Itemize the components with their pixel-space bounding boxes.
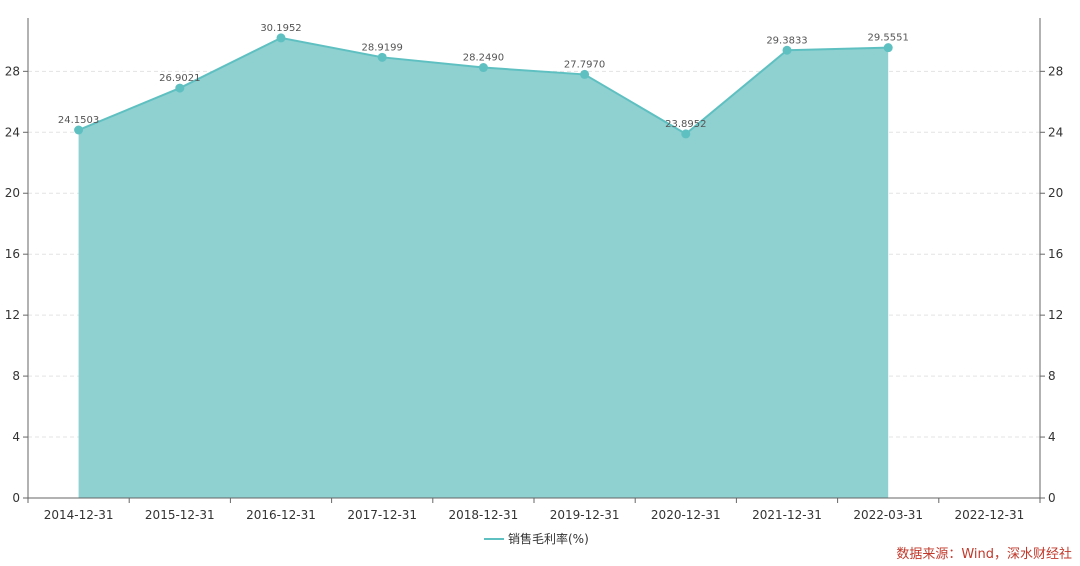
data-point	[580, 69, 590, 79]
x-tick-label: 2020-12-31	[651, 508, 721, 522]
y-tick-label-right: 0	[1048, 491, 1056, 505]
y-tick-label-left: 12	[5, 308, 20, 322]
data-source-note: 数据来源：Wind，深水财经社	[896, 547, 1072, 562]
data-labels: 24.1503 26.9021 30.1952 28.9199 28.2490 27.79…	[58, 23, 909, 130]
series-area	[78, 36, 889, 499]
x-tick-label: 2021-12-31	[752, 508, 822, 522]
data-label: 24.1503	[58, 115, 99, 126]
legend[interactable]: 销售毛利率(%)	[484, 531, 589, 546]
y-tick-label-right: 8	[1048, 369, 1056, 383]
data-label: 30.1952	[260, 23, 301, 34]
x-tick-label: 2017-12-31	[347, 508, 417, 522]
data-point	[74, 125, 84, 135]
data-point	[782, 45, 792, 55]
data-point	[478, 63, 488, 73]
y-tick-label-left: 8	[12, 369, 20, 383]
y-tick-label-right: 12	[1048, 308, 1063, 322]
data-label: 29.3833	[766, 35, 807, 46]
data-label: 27.7970	[564, 59, 605, 70]
data-point	[883, 43, 893, 53]
y-tick-label-left: 20	[5, 186, 20, 200]
y-tick-label-left: 24	[5, 125, 20, 139]
data-label: 29.5551	[868, 33, 909, 44]
x-tick-label: 2019-12-31	[550, 508, 620, 522]
y-tick-label-right: 20	[1048, 186, 1063, 200]
area-fill	[78, 37, 889, 499]
y-tick-label-right: 28	[1048, 64, 1063, 78]
x-tick-label: 2022-03-31	[853, 508, 923, 522]
data-label: 28.2490	[463, 53, 504, 64]
axes: 0 0 4 4 8 8 12 12 16 16 20 20 24 24 28 28 2014-12-31 2015…	[5, 18, 1063, 522]
y-tick-label-right: 24	[1048, 125, 1063, 139]
series-points	[74, 33, 893, 139]
x-tick-label: 2014-12-31	[44, 508, 114, 522]
x-tick-label: 2015-12-31	[145, 508, 215, 522]
data-label: 28.9199	[362, 42, 403, 53]
data-point	[175, 83, 185, 93]
y-tick-label-left: 28	[5, 64, 20, 78]
x-tick-label: 2022-12-31	[955, 508, 1025, 522]
data-label: 26.9021	[159, 73, 200, 84]
data-label: 23.8952	[665, 119, 706, 130]
data-point	[276, 33, 286, 43]
x-tick-label: 2018-12-31	[449, 508, 519, 522]
y-tick-label-left: 4	[12, 430, 20, 444]
y-tick-label-right: 16	[1048, 247, 1063, 261]
x-tick-label: 2016-12-31	[246, 508, 316, 522]
data-point	[681, 129, 691, 139]
y-tick-label-left: 0	[12, 491, 20, 505]
data-point	[377, 52, 387, 62]
legend-label: 销售毛利率(%)	[508, 531, 589, 546]
y-tick-label-right: 4	[1048, 430, 1056, 444]
y-tick-label-left: 16	[5, 247, 20, 261]
